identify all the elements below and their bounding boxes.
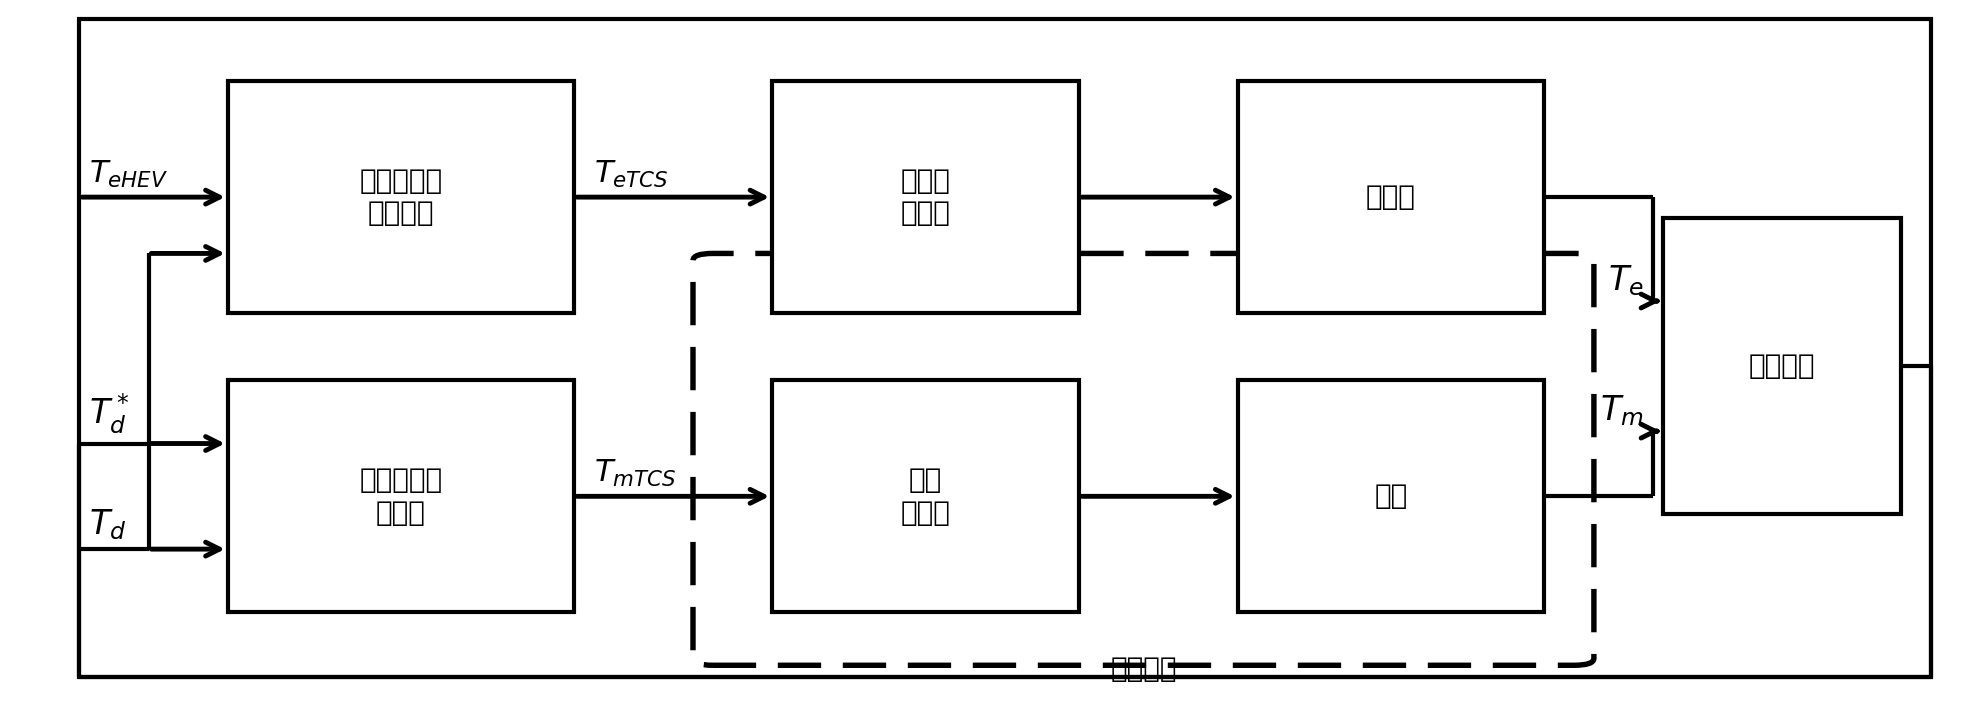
- Bar: [772, 81, 1079, 313]
- Bar: [228, 380, 574, 612]
- Text: 动力耦合: 动力耦合: [1748, 352, 1816, 380]
- Text: 计算发动机
目标转矩: 计算发动机 目标转矩: [360, 167, 442, 227]
- Bar: [1238, 81, 1544, 313]
- Text: $T_m$: $T_m$: [1600, 393, 1643, 427]
- Bar: [772, 380, 1079, 612]
- Text: 计算电机目
标转矩: 计算电机目 标转矩: [360, 466, 442, 527]
- Text: $T_d$: $T_d$: [89, 508, 127, 542]
- Bar: [228, 81, 574, 313]
- Text: 发动机
控制器: 发动机 控制器: [901, 167, 950, 227]
- Text: $T_{eHEV}$: $T_{eHEV}$: [89, 159, 168, 190]
- Text: 发动机: 发动机: [1366, 183, 1416, 211]
- Text: 电机
控制器: 电机 控制器: [901, 466, 950, 527]
- Text: 电机: 电机: [1374, 482, 1408, 510]
- Text: 被控对象: 被控对象: [1111, 655, 1176, 683]
- Text: $T_d^*$: $T_d^*$: [89, 392, 129, 436]
- Text: $T_{eTCS}$: $T_{eTCS}$: [594, 159, 669, 190]
- Text: $T_{mTCS}$: $T_{mTCS}$: [594, 458, 677, 489]
- Bar: [1238, 380, 1544, 612]
- Bar: [1663, 218, 1901, 514]
- Text: $T_e$: $T_e$: [1608, 263, 1643, 298]
